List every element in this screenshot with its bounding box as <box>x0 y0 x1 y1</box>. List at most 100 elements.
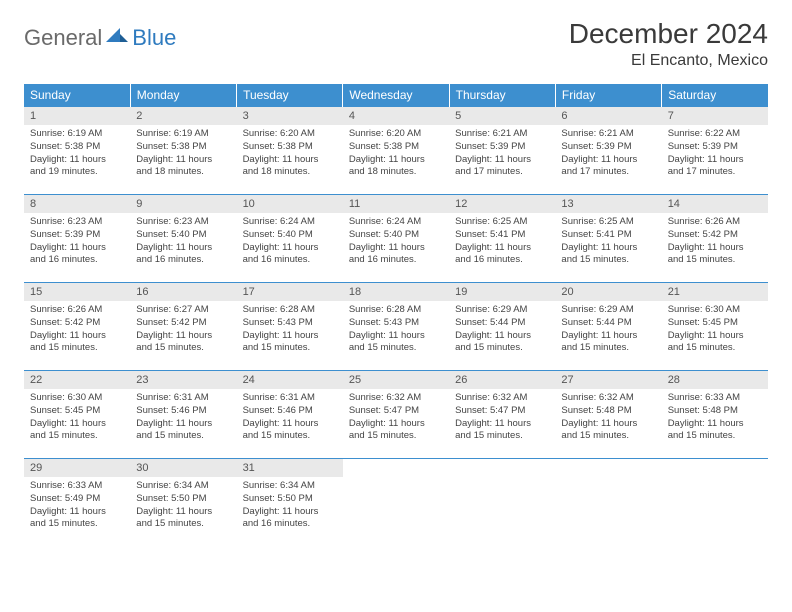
day-details: Sunrise: 6:20 AMSunset: 5:38 PMDaylight:… <box>343 125 449 183</box>
day-number: 13 <box>555 195 661 213</box>
day-number: 28 <box>662 371 768 389</box>
day-number: 7 <box>662 107 768 125</box>
calendar-day-cell: 20Sunrise: 6:29 AMSunset: 5:44 PMDayligh… <box>555 283 661 371</box>
day-details: Sunrise: 6:34 AMSunset: 5:50 PMDaylight:… <box>130 477 236 535</box>
day-details: Sunrise: 6:26 AMSunset: 5:42 PMDaylight:… <box>662 213 768 271</box>
day-number: 8 <box>24 195 130 213</box>
calendar-day-cell: 16Sunrise: 6:27 AMSunset: 5:42 PMDayligh… <box>130 283 236 371</box>
calendar-day-cell: 19Sunrise: 6:29 AMSunset: 5:44 PMDayligh… <box>449 283 555 371</box>
calendar-week-row: 22Sunrise: 6:30 AMSunset: 5:45 PMDayligh… <box>24 371 768 459</box>
calendar-day-cell: 31Sunrise: 6:34 AMSunset: 5:50 PMDayligh… <box>237 459 343 547</box>
day-details: Sunrise: 6:26 AMSunset: 5:42 PMDaylight:… <box>24 301 130 359</box>
day-details: Sunrise: 6:19 AMSunset: 5:38 PMDaylight:… <box>130 125 236 183</box>
day-number: 6 <box>555 107 661 125</box>
calendar-day-cell: 24Sunrise: 6:31 AMSunset: 5:46 PMDayligh… <box>237 371 343 459</box>
day-number: 4 <box>343 107 449 125</box>
day-details: Sunrise: 6:22 AMSunset: 5:39 PMDaylight:… <box>662 125 768 183</box>
day-details: Sunrise: 6:32 AMSunset: 5:48 PMDaylight:… <box>555 389 661 447</box>
day-details: Sunrise: 6:21 AMSunset: 5:39 PMDaylight:… <box>449 125 555 183</box>
calendar-day-cell: 26Sunrise: 6:32 AMSunset: 5:47 PMDayligh… <box>449 371 555 459</box>
calendar-day-cell: .. <box>555 459 661 547</box>
day-number: 19 <box>449 283 555 301</box>
day-number: 11 <box>343 195 449 213</box>
weekday-header: Friday <box>555 84 661 107</box>
day-number: 24 <box>237 371 343 389</box>
logo-text-blue: Blue <box>132 25 176 51</box>
day-details: Sunrise: 6:23 AMSunset: 5:40 PMDaylight:… <box>130 213 236 271</box>
calendar-day-cell: 23Sunrise: 6:31 AMSunset: 5:46 PMDayligh… <box>130 371 236 459</box>
logo-triangle-icon <box>106 24 128 47</box>
calendar-day-cell: 2Sunrise: 6:19 AMSunset: 5:38 PMDaylight… <box>130 107 236 195</box>
day-details: Sunrise: 6:33 AMSunset: 5:48 PMDaylight:… <box>662 389 768 447</box>
calendar-day-cell: 21Sunrise: 6:30 AMSunset: 5:45 PMDayligh… <box>662 283 768 371</box>
day-number: 21 <box>662 283 768 301</box>
day-number: 5 <box>449 107 555 125</box>
day-number: 18 <box>343 283 449 301</box>
calendar-day-cell: 12Sunrise: 6:25 AMSunset: 5:41 PMDayligh… <box>449 195 555 283</box>
day-number: 23 <box>130 371 236 389</box>
day-details: Sunrise: 6:23 AMSunset: 5:39 PMDaylight:… <box>24 213 130 271</box>
day-details: Sunrise: 6:28 AMSunset: 5:43 PMDaylight:… <box>343 301 449 359</box>
day-number: 3 <box>237 107 343 125</box>
day-details: Sunrise: 6:31 AMSunset: 5:46 PMDaylight:… <box>130 389 236 447</box>
day-details: Sunrise: 6:27 AMSunset: 5:42 PMDaylight:… <box>130 301 236 359</box>
calendar-day-cell: 14Sunrise: 6:26 AMSunset: 5:42 PMDayligh… <box>662 195 768 283</box>
calendar-day-cell: 7Sunrise: 6:22 AMSunset: 5:39 PMDaylight… <box>662 107 768 195</box>
calendar-week-row: 29Sunrise: 6:33 AMSunset: 5:49 PMDayligh… <box>24 459 768 547</box>
calendar-day-cell: 6Sunrise: 6:21 AMSunset: 5:39 PMDaylight… <box>555 107 661 195</box>
weekday-header: Tuesday <box>237 84 343 107</box>
calendar-day-cell: 3Sunrise: 6:20 AMSunset: 5:38 PMDaylight… <box>237 107 343 195</box>
day-number: 16 <box>130 283 236 301</box>
calendar-day-cell: 17Sunrise: 6:28 AMSunset: 5:43 PMDayligh… <box>237 283 343 371</box>
calendar-day-cell: 29Sunrise: 6:33 AMSunset: 5:49 PMDayligh… <box>24 459 130 547</box>
calendar-day-cell: 13Sunrise: 6:25 AMSunset: 5:41 PMDayligh… <box>555 195 661 283</box>
day-details: Sunrise: 6:33 AMSunset: 5:49 PMDaylight:… <box>24 477 130 535</box>
calendar-day-cell: 25Sunrise: 6:32 AMSunset: 5:47 PMDayligh… <box>343 371 449 459</box>
weekday-header: Saturday <box>662 84 768 107</box>
day-details: Sunrise: 6:20 AMSunset: 5:38 PMDaylight:… <box>237 125 343 183</box>
weekday-header: Monday <box>130 84 236 107</box>
day-number: 25 <box>343 371 449 389</box>
weekday-header: Wednesday <box>343 84 449 107</box>
calendar-day-cell: 8Sunrise: 6:23 AMSunset: 5:39 PMDaylight… <box>24 195 130 283</box>
weekday-header: Thursday <box>449 84 555 107</box>
day-details: Sunrise: 6:24 AMSunset: 5:40 PMDaylight:… <box>237 213 343 271</box>
day-number: 22 <box>24 371 130 389</box>
calendar-day-cell: 11Sunrise: 6:24 AMSunset: 5:40 PMDayligh… <box>343 195 449 283</box>
day-number: 2 <box>130 107 236 125</box>
calendar-day-cell: 10Sunrise: 6:24 AMSunset: 5:40 PMDayligh… <box>237 195 343 283</box>
day-number: 14 <box>662 195 768 213</box>
calendar-day-cell: .. <box>662 459 768 547</box>
day-details: Sunrise: 6:34 AMSunset: 5:50 PMDaylight:… <box>237 477 343 535</box>
day-number: 31 <box>237 459 343 477</box>
day-details: Sunrise: 6:25 AMSunset: 5:41 PMDaylight:… <box>449 213 555 271</box>
day-details: Sunrise: 6:31 AMSunset: 5:46 PMDaylight:… <box>237 389 343 447</box>
calendar-day-cell: .. <box>449 459 555 547</box>
day-details: Sunrise: 6:30 AMSunset: 5:45 PMDaylight:… <box>662 301 768 359</box>
logo-text-general: General <box>24 25 102 51</box>
calendar-week-row: 8Sunrise: 6:23 AMSunset: 5:39 PMDaylight… <box>24 195 768 283</box>
day-number: 12 <box>449 195 555 213</box>
calendar-day-cell: 28Sunrise: 6:33 AMSunset: 5:48 PMDayligh… <box>662 371 768 459</box>
day-number: 20 <box>555 283 661 301</box>
day-number: 15 <box>24 283 130 301</box>
day-details: Sunrise: 6:29 AMSunset: 5:44 PMDaylight:… <box>555 301 661 359</box>
day-number: 29 <box>24 459 130 477</box>
calendar-day-cell: 18Sunrise: 6:28 AMSunset: 5:43 PMDayligh… <box>343 283 449 371</box>
calendar-table: SundayMondayTuesdayWednesdayThursdayFrid… <box>24 84 768 547</box>
weekday-header: Sunday <box>24 84 130 107</box>
day-details: Sunrise: 6:30 AMSunset: 5:45 PMDaylight:… <box>24 389 130 447</box>
day-number: 17 <box>237 283 343 301</box>
calendar-day-cell: 22Sunrise: 6:30 AMSunset: 5:45 PMDayligh… <box>24 371 130 459</box>
day-number: 30 <box>130 459 236 477</box>
day-details: Sunrise: 6:24 AMSunset: 5:40 PMDaylight:… <box>343 213 449 271</box>
day-number: 10 <box>237 195 343 213</box>
calendar-day-cell: 9Sunrise: 6:23 AMSunset: 5:40 PMDaylight… <box>130 195 236 283</box>
day-number: 27 <box>555 371 661 389</box>
day-details: Sunrise: 6:25 AMSunset: 5:41 PMDaylight:… <box>555 213 661 271</box>
calendar-day-cell: 15Sunrise: 6:26 AMSunset: 5:42 PMDayligh… <box>24 283 130 371</box>
day-details: Sunrise: 6:19 AMSunset: 5:38 PMDaylight:… <box>24 125 130 183</box>
weekday-header-row: SundayMondayTuesdayWednesdayThursdayFrid… <box>24 84 768 107</box>
day-number: 26 <box>449 371 555 389</box>
location-text: El Encanto, Mexico <box>569 52 768 70</box>
